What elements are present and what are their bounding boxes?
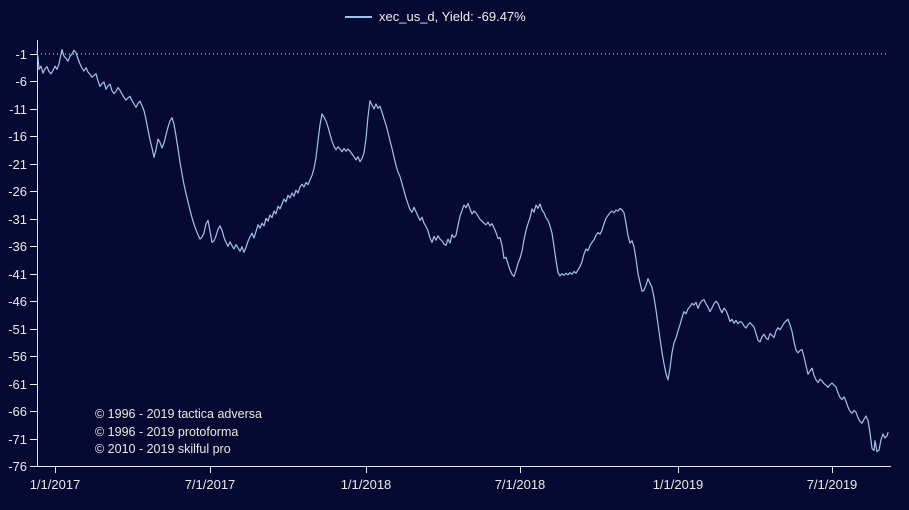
y-tick-label: -66 <box>8 404 27 419</box>
x-tick-label: 1/1/2018 <box>341 477 392 492</box>
copyright-line: © 1996 - 2019 tactica adversa <box>95 407 262 421</box>
y-tick-label: -21 <box>8 157 27 172</box>
y-tick-label: -1 <box>15 47 27 62</box>
legend-label: xec_us_d, Yield: -69.47% <box>379 9 526 24</box>
legend-line-swatch <box>345 15 372 18</box>
legend: xec_us_d, Yield: -69.47% <box>345 9 526 24</box>
y-tick-label: -31 <box>8 212 27 227</box>
y-tick-label: -6 <box>15 74 27 89</box>
y-tick-label: -26 <box>8 184 27 199</box>
y-tick-label: -11 <box>9 102 27 117</box>
y-tick-label: -36 <box>8 239 27 254</box>
y-tick-label: -46 <box>8 294 27 309</box>
x-tick-label: 7/1/2017 <box>185 477 236 492</box>
copyright-block: © 1996 - 2019 tactica adversa © 1996 - 2… <box>95 406 262 459</box>
x-tick-label: 1/1/2019 <box>653 477 704 492</box>
x-tick-label: 7/1/2019 <box>807 477 858 492</box>
y-tick-label: -51 <box>8 322 27 337</box>
yield-line-series <box>36 48 889 453</box>
x-tick-label: 1/1/2017 <box>30 477 81 492</box>
y-tick-label: -41 <box>8 267 27 282</box>
y-tick-label: -16 <box>8 129 27 144</box>
y-tick-label: -76 <box>8 459 27 474</box>
x-tick-label: 7/1/2018 <box>495 477 546 492</box>
y-tick-label: -56 <box>8 349 27 364</box>
copyright-line: © 1996 - 2019 protoforma <box>95 424 239 439</box>
y-tick-label: -61 <box>8 377 27 392</box>
y-tick-label: -71 <box>8 432 27 447</box>
copyright-line: © 2010 - 2019 skilful pro <box>95 442 231 456</box>
